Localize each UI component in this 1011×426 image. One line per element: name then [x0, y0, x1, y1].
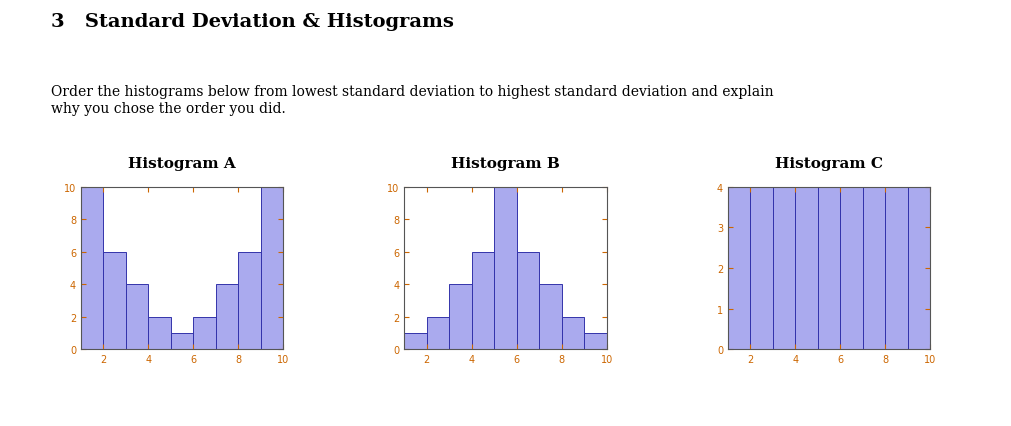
Bar — [796, 187, 818, 349]
Bar — [584, 333, 607, 349]
Bar — [750, 187, 772, 349]
Bar — [427, 317, 449, 349]
Bar — [728, 187, 750, 349]
Text: Histogram B: Histogram B — [451, 156, 560, 170]
Bar — [239, 252, 261, 349]
Bar — [772, 187, 796, 349]
Bar — [908, 187, 930, 349]
Bar — [517, 252, 539, 349]
Bar — [449, 285, 472, 349]
Text: Histogram C: Histogram C — [775, 156, 883, 170]
Text: Histogram A: Histogram A — [128, 156, 236, 170]
Bar — [840, 187, 862, 349]
Bar — [149, 317, 171, 349]
Bar — [539, 285, 562, 349]
Bar — [404, 333, 427, 349]
Bar — [103, 252, 125, 349]
Bar — [81, 187, 103, 349]
Bar — [171, 333, 193, 349]
Bar — [261, 187, 283, 349]
Bar — [862, 187, 886, 349]
Text: Order the histograms below from lowest standard deviation to highest standard de: Order the histograms below from lowest s… — [51, 85, 773, 115]
Bar — [886, 187, 908, 349]
Bar — [818, 187, 840, 349]
Text: 3   Standard Deviation & Histograms: 3 Standard Deviation & Histograms — [51, 13, 453, 31]
Bar — [193, 317, 215, 349]
Bar — [215, 285, 239, 349]
Bar — [472, 252, 494, 349]
Bar — [125, 285, 149, 349]
Bar — [494, 187, 517, 349]
Bar — [562, 317, 584, 349]
